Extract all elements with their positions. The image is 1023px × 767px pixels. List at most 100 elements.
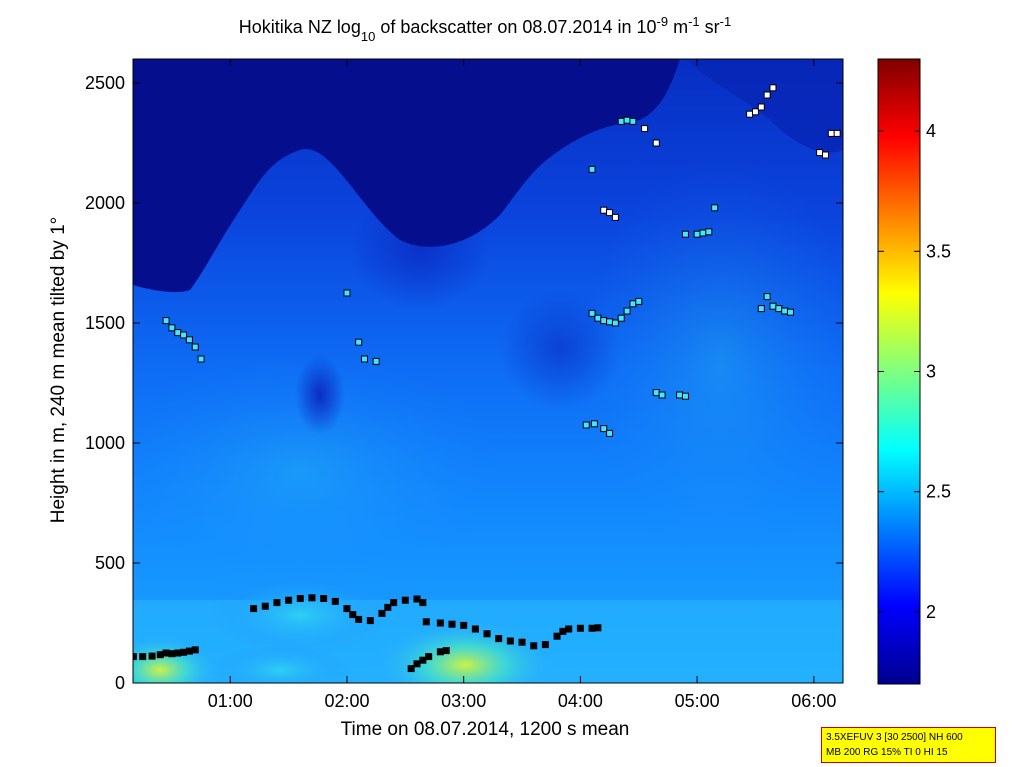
cloud-base-marker: [553, 632, 561, 640]
cloud-base-marker: [191, 343, 199, 351]
cloud-base-marker: [641, 125, 649, 133]
cloud-base-marker: [751, 108, 759, 116]
cloud-base-marker: [197, 355, 205, 363]
heatmap-texture: [133, 350, 500, 590]
y-axis-label: Height in m, 240 m mean tilted by 1°: [48, 217, 69, 523]
cloud-base-marker: [168, 324, 176, 332]
cloud-base-marker: [360, 355, 368, 363]
cloud-base-marker: [419, 656, 427, 664]
cloud-base-marker: [629, 300, 637, 308]
cloud-base-marker: [606, 318, 614, 326]
cloud-base-marker: [652, 389, 660, 397]
heatmap-texture: [580, 160, 843, 560]
colorbar-tick-label: 4: [926, 121, 936, 141]
cloud-base-marker: [600, 317, 608, 325]
x-axis-label: Time on 08.07.2014, 1200 s mean: [341, 719, 630, 740]
cloud-base-marker: [436, 619, 444, 627]
colorbar-tick-label: 3.5: [926, 241, 951, 261]
cloud-base-marker: [594, 314, 602, 322]
cloud-base-marker: [273, 599, 281, 607]
cloud-base-marker: [781, 307, 789, 315]
cloud-base-marker: [623, 116, 631, 124]
cloud-base-marker: [422, 618, 430, 626]
cloud-base-marker: [413, 660, 421, 668]
cloud-base-marker: [588, 309, 596, 317]
x-tick-label: 02:00: [324, 691, 369, 711]
cloud-base-marker: [355, 338, 363, 346]
cloud-base-marker: [763, 91, 771, 99]
cloud-base-marker: [769, 302, 777, 310]
cloud-base-marker: [185, 336, 193, 344]
cloud-base-marker: [261, 602, 269, 610]
heatmap-texture: [133, 635, 220, 683]
x-tick-label: 06:00: [791, 691, 836, 711]
cloud-base-marker: [606, 429, 614, 437]
chart-title: Hokitika NZ log10 of backscatter on 08.0…: [239, 14, 731, 44]
cloud-base-marker: [590, 420, 598, 428]
heatmap-area: [133, 59, 843, 683]
cloud-base-marker: [588, 624, 596, 632]
cloud-base-marker: [821, 151, 829, 159]
x-tick-label: 05:00: [675, 691, 720, 711]
colorbar-tick-label: 2: [926, 602, 936, 622]
cloud-base-marker: [681, 392, 689, 400]
heatmap-texture: [210, 645, 350, 683]
cloud-base-marker: [757, 103, 765, 111]
cloud-base-marker: [623, 307, 631, 315]
heatmap-texture: [210, 575, 390, 655]
cloud-base-marker: [366, 617, 374, 625]
heatmap-dark-region: [133, 59, 680, 293]
colorbar: [878, 59, 920, 684]
cloud-base-marker: [786, 308, 794, 316]
cloud-base-marker: [174, 649, 182, 657]
cloud-base-marker: [180, 331, 188, 339]
cloud-base-marker: [401, 596, 409, 604]
cloud-base-marker: [711, 204, 719, 212]
cloud-base-marker: [148, 652, 156, 660]
cloud-base-marker: [349, 611, 357, 619]
x-tick-label: 03:00: [441, 691, 486, 711]
cloud-base-marker: [436, 648, 444, 656]
info-line-1: 3.5XEFUV 3 [30 2500] NH 600: [826, 732, 963, 743]
heatmap-texture: [500, 290, 620, 410]
y-tick-label: 1000: [85, 433, 125, 453]
cloud-base-marker: [676, 391, 684, 399]
cloud-base-marker: [693, 230, 701, 238]
y-tick-label: 0: [115, 673, 125, 693]
cloud-base-marker: [833, 129, 841, 137]
cloud-base-marker: [460, 621, 468, 629]
cloud-base-marker: [757, 305, 765, 313]
cloud-base-marker: [588, 165, 596, 173]
cloud-base-marker: [763, 293, 771, 301]
cloud-base-marker: [296, 595, 304, 603]
cloud-base-marker: [816, 149, 824, 157]
cloud-base-marker: [582, 421, 590, 429]
cloud-base-marker: [652, 139, 660, 147]
cloud-base-marker: [308, 594, 316, 602]
cloud-base-marker: [635, 297, 643, 305]
cloud-base-marker: [250, 605, 258, 613]
cloud-base-marker: [611, 213, 619, 221]
cloud-base-marker: [600, 206, 608, 214]
cloud-base-marker: [285, 596, 293, 604]
cloud-base-marker: [156, 651, 164, 659]
cloud-base-marker: [413, 595, 421, 603]
cloud-base-marker: [448, 620, 456, 628]
cloud-base-marker: [425, 653, 433, 661]
cloud-base-marker: [185, 647, 193, 655]
cloud-base-marker: [407, 665, 415, 673]
cloud-base-marker: [471, 625, 479, 633]
cloud-base-marker: [600, 425, 608, 433]
cloud-base-marker: [372, 357, 380, 365]
plot-frame: [132, 58, 844, 684]
y-tick-label: 2500: [85, 73, 125, 93]
cloud-base-marker: [343, 289, 351, 297]
colorbar-tick-label: 3: [926, 362, 936, 382]
cloud-base-marker: [162, 317, 170, 325]
cloud-base-marker: [168, 650, 176, 658]
cloud-base-marker: [191, 646, 199, 654]
cloud-base-marker: [355, 615, 363, 623]
cloud-base-marker: [658, 391, 666, 399]
cloud-base-marker: [331, 597, 339, 605]
